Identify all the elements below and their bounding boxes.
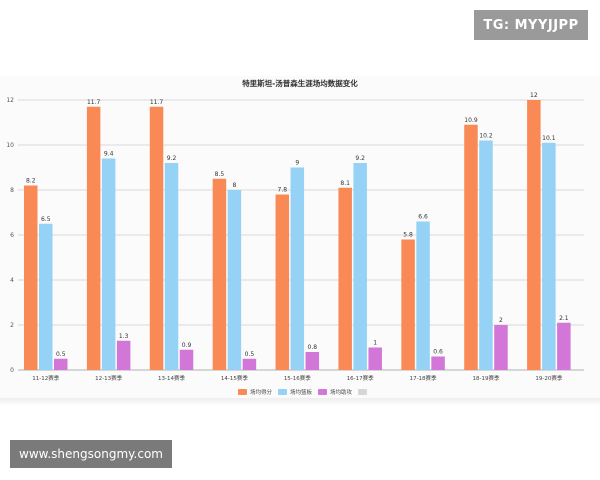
x-tick-label: 12-13赛季 [95, 374, 122, 382]
bar [368, 347, 382, 370]
data-label: 8.5 [215, 171, 225, 178]
data-label: 5.8 [403, 232, 413, 239]
y-tick-label: 0 [10, 367, 14, 374]
data-label: 9.2 [167, 155, 177, 162]
data-label: 9.2 [355, 155, 365, 162]
data-label: 1.3 [119, 333, 129, 340]
data-label: 2 [499, 317, 503, 324]
bar [164, 163, 179, 370]
data-label: 8 [233, 182, 237, 189]
bar [227, 190, 242, 370]
x-tick-label: 14-15赛季 [221, 374, 248, 382]
data-label: 0.6 [433, 349, 443, 356]
data-label: 7.8 [278, 187, 288, 194]
bars [24, 100, 571, 370]
data-label: 11.7 [87, 99, 101, 106]
data-label: 8.2 [26, 178, 36, 185]
bar [39, 223, 53, 370]
x-tick-label: 18-19赛季 [472, 374, 499, 382]
data-labels: 8.2 6.5 0.5 11.7 9.4 1.3 11.7 9.2 0.9 8.5 8 0.5 7.8 9… [26, 92, 569, 358]
x-tick-label: 11-12赛季 [32, 374, 59, 382]
bar [86, 106, 101, 370]
bar [275, 194, 290, 370]
legend-label[interactable]: 场均得分 [250, 388, 273, 396]
legend-swatch[interactable] [278, 389, 287, 395]
data-label: 1 [373, 340, 377, 347]
legend-swatch[interactable] [358, 389, 367, 395]
data-label: 10.9 [464, 117, 478, 124]
bar [464, 124, 478, 370]
data-label: 8.1 [340, 180, 350, 187]
legend-swatch[interactable] [318, 389, 327, 395]
bar [494, 325, 508, 370]
bar [242, 358, 257, 370]
y-axis-ticks: 0 2 4 6 8 10 12 [6, 97, 14, 374]
data-label: 11.7 [150, 99, 164, 106]
data-label: 6.5 [41, 216, 51, 223]
y-tick-label: 4 [10, 277, 14, 284]
data-label: 0.9 [182, 342, 192, 349]
data-label: 9 [295, 160, 299, 167]
data-label: 2.1 [559, 315, 569, 322]
bar [24, 185, 38, 370]
bar [338, 187, 352, 370]
data-label: 6.6 [418, 214, 428, 221]
y-tick-label: 6 [10, 232, 14, 239]
legend-label[interactable]: 场均篮板 [290, 388, 313, 396]
data-label: 10.2 [479, 133, 493, 140]
y-tick-label: 8 [10, 187, 14, 194]
panel-shadow [0, 398, 600, 406]
bar [101, 158, 116, 370]
x-tick-label: 16-17赛季 [347, 374, 374, 382]
y-tick-label: 10 [6, 142, 14, 149]
bar [557, 322, 571, 370]
bar [116, 340, 131, 370]
bar [527, 100, 541, 370]
data-label: 0.5 [245, 351, 255, 358]
bar [212, 178, 227, 370]
bar [353, 163, 367, 370]
bar [479, 140, 493, 370]
x-tick-label: 19-20赛季 [535, 374, 562, 382]
x-axis-ticks: 11-12赛季 12-13赛季 13-14赛季 14-15赛季 15-16赛季 16-17… [32, 374, 563, 382]
watermark-bottom: www.shengsongmy.com [10, 440, 172, 468]
chart-title: 特里斯坦-汤普森生涯场均数据变化 [242, 78, 358, 88]
data-label: 10.1 [542, 135, 556, 142]
x-tick-label: 15-16赛季 [284, 374, 311, 382]
legend-swatch[interactable] [238, 389, 247, 395]
y-tick-label: 12 [6, 97, 14, 104]
bar [401, 239, 415, 370]
legend: 场均得分 场均篮板 场均助攻 [238, 388, 367, 396]
data-label: 0.5 [56, 351, 66, 358]
x-tick-label: 13-14赛季 [158, 374, 185, 382]
bar [305, 352, 320, 370]
bar [149, 106, 164, 370]
bar [416, 221, 430, 370]
bar [290, 167, 305, 370]
watermark-top: TG: MYYJJPP [474, 10, 588, 40]
x-tick-label: 17-18赛季 [410, 374, 437, 382]
bar [542, 142, 556, 370]
bar [179, 349, 194, 370]
bar [54, 358, 68, 370]
data-label: 12 [530, 92, 538, 99]
bar [431, 356, 445, 370]
data-label: 9.4 [104, 151, 114, 158]
y-tick-label: 2 [10, 322, 14, 329]
legend-label[interactable]: 场均助攻 [330, 388, 353, 396]
data-label: 0.8 [308, 344, 318, 351]
